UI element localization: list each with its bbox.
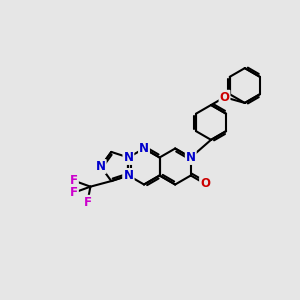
Text: F: F [70,186,78,199]
Text: O: O [200,177,210,190]
Text: F: F [83,196,92,209]
Text: N: N [139,142,149,155]
Text: F: F [70,174,78,187]
Text: N: N [123,169,134,182]
Text: O: O [220,91,230,104]
Text: N: N [186,151,196,164]
Text: N: N [123,151,134,164]
Text: N: N [123,169,134,182]
Text: N: N [96,160,106,173]
